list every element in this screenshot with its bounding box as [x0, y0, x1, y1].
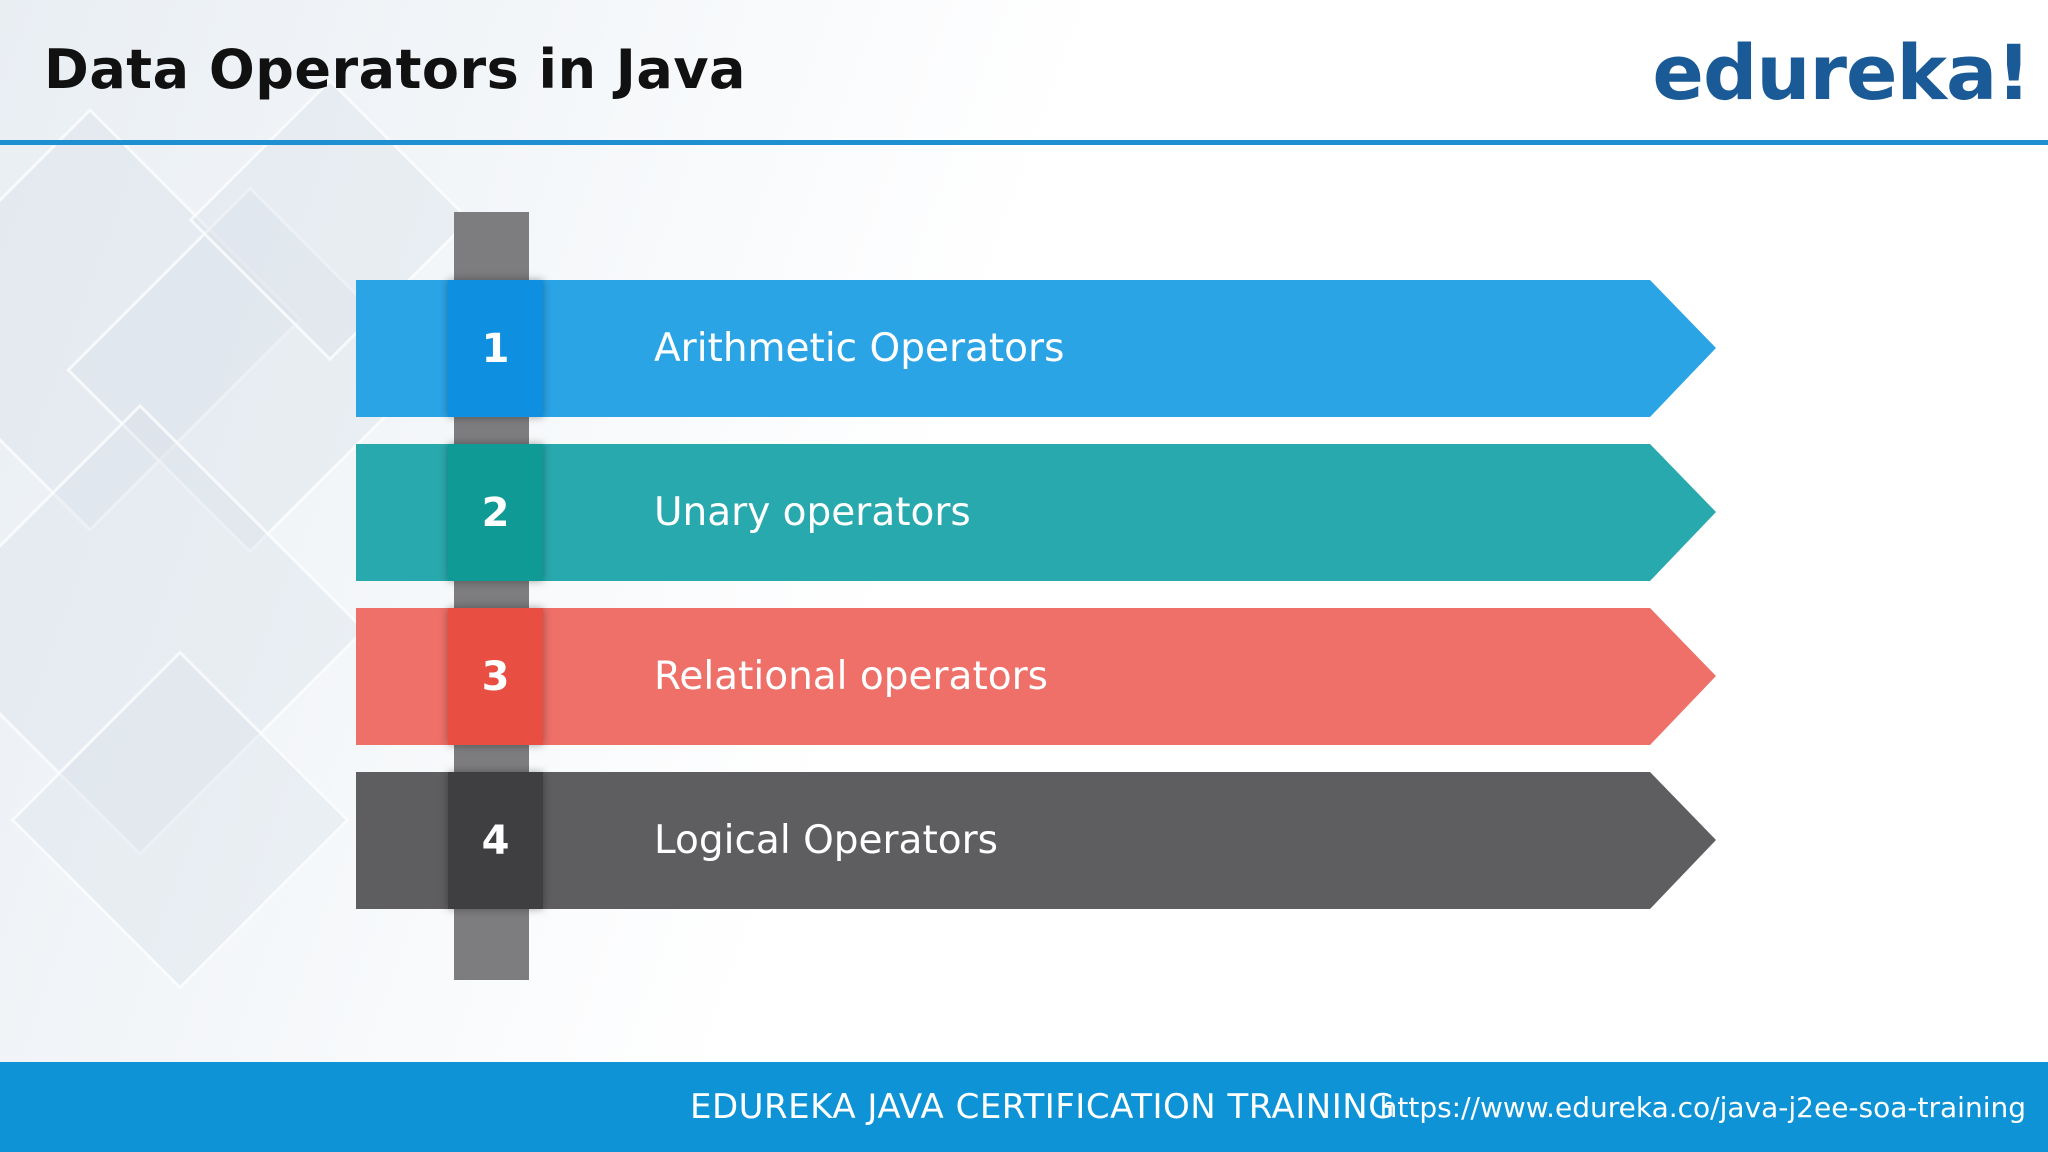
item-number-box: 1: [448, 280, 543, 417]
item-number: 4: [481, 817, 510, 864]
item-label: Arithmetic Operators: [654, 326, 1065, 371]
operator-item-logical: 4 Logical Operators: [356, 772, 1718, 909]
header-divider: [0, 140, 2048, 145]
operator-item-unary: 2 Unary operators: [356, 444, 1718, 581]
item-number-box: 3: [448, 608, 543, 745]
item-number-box: 4: [448, 772, 543, 909]
item-number-box: 2: [448, 444, 543, 581]
slide-header: Data Operators in Java edureka!: [0, 0, 2048, 146]
slide-footer: EDUREKA JAVA CERTIFICATION TRAINING http…: [0, 1062, 2048, 1152]
arrow-band: [356, 280, 1716, 417]
slide-title: Data Operators in Java: [44, 38, 746, 101]
arrow-band: [356, 772, 1716, 909]
item-number: 1: [481, 325, 510, 372]
operators-diagram: 1 Arithmetic Operators 2 Unary operators…: [356, 210, 1722, 980]
footer-course-title: EDUREKA JAVA CERTIFICATION TRAINING: [690, 1087, 1396, 1127]
arrow-band: [356, 608, 1716, 745]
item-label: Logical Operators: [654, 818, 998, 863]
operator-item-relational: 3 Relational operators: [356, 608, 1718, 745]
footer-url-link[interactable]: https://www.edureka.co/java-j2ee-soa-tra…: [1379, 1090, 2026, 1124]
item-label: Relational operators: [654, 654, 1048, 699]
item-number: 2: [481, 489, 510, 536]
operator-item-arithmetic: 1 Arithmetic Operators: [356, 280, 1718, 417]
item-label: Unary operators: [654, 490, 971, 535]
edureka-logo: edureka!: [1652, 28, 2031, 117]
item-number: 3: [481, 653, 510, 700]
arrow-band: [356, 444, 1716, 581]
